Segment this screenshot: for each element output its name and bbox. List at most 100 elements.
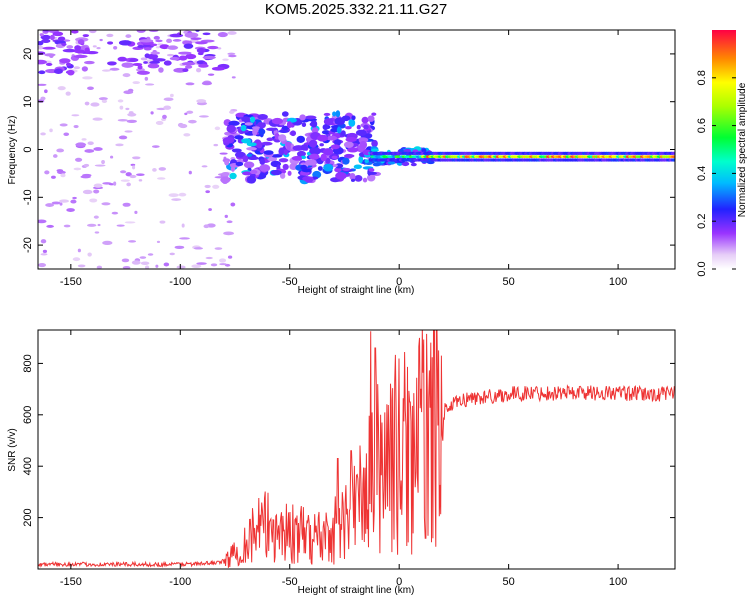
heatmap-cell bbox=[145, 83, 155, 86]
heatmap-cell bbox=[355, 129, 367, 136]
heatmap-cell bbox=[169, 56, 180, 61]
heatmap-cell bbox=[159, 44, 170, 50]
heatmap-cell bbox=[87, 252, 92, 257]
heatmap-cell bbox=[311, 127, 319, 134]
heatmap-cell bbox=[188, 170, 192, 175]
heatmap-cell bbox=[40, 132, 46, 136]
heatmap-cell bbox=[166, 38, 173, 44]
heatmap-cell bbox=[132, 165, 136, 170]
heatmap-cell bbox=[59, 58, 71, 64]
heatmap-cell bbox=[362, 177, 368, 183]
heatmap-cell bbox=[41, 38, 51, 44]
x-tick-label: -150 bbox=[60, 576, 82, 588]
heatmap-cell bbox=[287, 170, 292, 176]
heatmap-cell bbox=[139, 256, 147, 259]
heatmap-cell bbox=[132, 81, 140, 85]
heatmap-cell bbox=[421, 148, 427, 153]
y-tick-label: -20 bbox=[22, 237, 34, 253]
heatmap-cell bbox=[139, 39, 154, 43]
heatmap-cell bbox=[334, 117, 346, 126]
heatmap-cell bbox=[174, 245, 185, 250]
heatmap-cell bbox=[333, 139, 342, 146]
heatmap-cell bbox=[111, 211, 119, 215]
x-tick-label: 100 bbox=[609, 276, 627, 288]
heatmap-cell bbox=[227, 31, 237, 35]
heatmap-cell bbox=[38, 83, 47, 86]
heatmap-cell bbox=[321, 130, 331, 135]
heatmap-cell bbox=[131, 156, 141, 160]
heatmap-cell bbox=[163, 105, 172, 110]
heatmap-cell bbox=[266, 127, 278, 131]
heatmap-cell bbox=[322, 148, 334, 156]
heatmap-cell bbox=[75, 142, 87, 147]
heatmap-cell bbox=[335, 171, 347, 180]
heatmap-cell bbox=[127, 112, 137, 117]
heatmap-cell bbox=[278, 134, 287, 142]
heatmap-cell bbox=[51, 201, 61, 205]
heatmap-cell bbox=[300, 164, 308, 171]
heatmap-cell bbox=[323, 112, 331, 116]
heatmap-cell bbox=[322, 124, 329, 131]
heatmap-cell bbox=[222, 58, 229, 61]
heatmap-cell bbox=[185, 82, 195, 86]
snr-frame bbox=[37, 329, 676, 570]
heatmap-cell bbox=[670, 158, 675, 162]
heatmap-cell bbox=[181, 61, 196, 66]
heatmap-cell bbox=[84, 47, 90, 53]
heatmap-cell bbox=[317, 134, 329, 142]
heatmap-cell bbox=[271, 154, 283, 158]
heatmap-cell bbox=[224, 214, 228, 219]
heatmap-cell bbox=[203, 224, 210, 229]
heatmap-cell bbox=[136, 70, 150, 75]
heatmap-cell bbox=[226, 124, 236, 133]
heatmap-cell bbox=[213, 143, 219, 147]
heatmap-cell bbox=[359, 140, 368, 149]
colorbar-tick-label: 0.8 bbox=[696, 70, 708, 85]
heatmap-cell bbox=[196, 262, 207, 265]
heatmap-cell bbox=[44, 89, 48, 94]
heatmap-cell bbox=[320, 153, 327, 162]
heatmap-cell bbox=[73, 54, 88, 59]
heatmap-cell bbox=[246, 153, 253, 158]
heatmap-cell bbox=[59, 202, 63, 206]
heatmap-cell bbox=[77, 248, 81, 253]
heatmap-cell bbox=[217, 31, 228, 38]
heatmap-cell bbox=[84, 149, 95, 153]
heatmap-cell bbox=[129, 174, 137, 179]
heatmap-cell bbox=[158, 167, 167, 171]
heatmap-cell bbox=[126, 182, 131, 187]
heatmap-cell bbox=[171, 198, 182, 201]
heatmap-cell bbox=[305, 159, 318, 166]
heatmap-cell bbox=[356, 124, 361, 130]
heatmap-cell bbox=[263, 150, 274, 155]
heatmap-cell bbox=[178, 51, 192, 55]
heatmap-cell bbox=[181, 223, 185, 228]
heatmap-cell bbox=[299, 114, 306, 121]
heatmap-cell bbox=[670, 151, 675, 155]
heatmap-cell bbox=[101, 159, 105, 165]
heatmap-cell bbox=[332, 163, 338, 168]
heatmap-cell bbox=[172, 39, 182, 42]
heatmap-cell bbox=[113, 181, 117, 186]
heatmap-cell bbox=[125, 107, 130, 111]
heatmap-cell bbox=[128, 111, 134, 114]
heatmap-cell bbox=[131, 260, 141, 265]
heatmap-cell bbox=[42, 249, 48, 253]
heatmap-cell bbox=[332, 111, 337, 117]
heatmap-cell bbox=[342, 167, 351, 171]
heatmap-cell bbox=[38, 59, 47, 65]
heatmap-cell bbox=[248, 156, 259, 160]
heatmap-cell bbox=[183, 43, 194, 49]
heatmap-cell bbox=[66, 208, 75, 213]
heatmap-cell bbox=[109, 67, 120, 71]
heatmap-cell bbox=[129, 58, 139, 62]
heatmap-cell bbox=[231, 76, 236, 79]
heatmap-cell bbox=[212, 184, 220, 189]
heatmap-cell bbox=[323, 118, 334, 126]
heatmap-cell bbox=[83, 163, 90, 167]
heatmap-cell bbox=[319, 143, 324, 147]
heatmap-cell bbox=[251, 126, 260, 130]
heatmap-cell bbox=[39, 33, 44, 37]
heatmap-cell bbox=[335, 110, 341, 118]
